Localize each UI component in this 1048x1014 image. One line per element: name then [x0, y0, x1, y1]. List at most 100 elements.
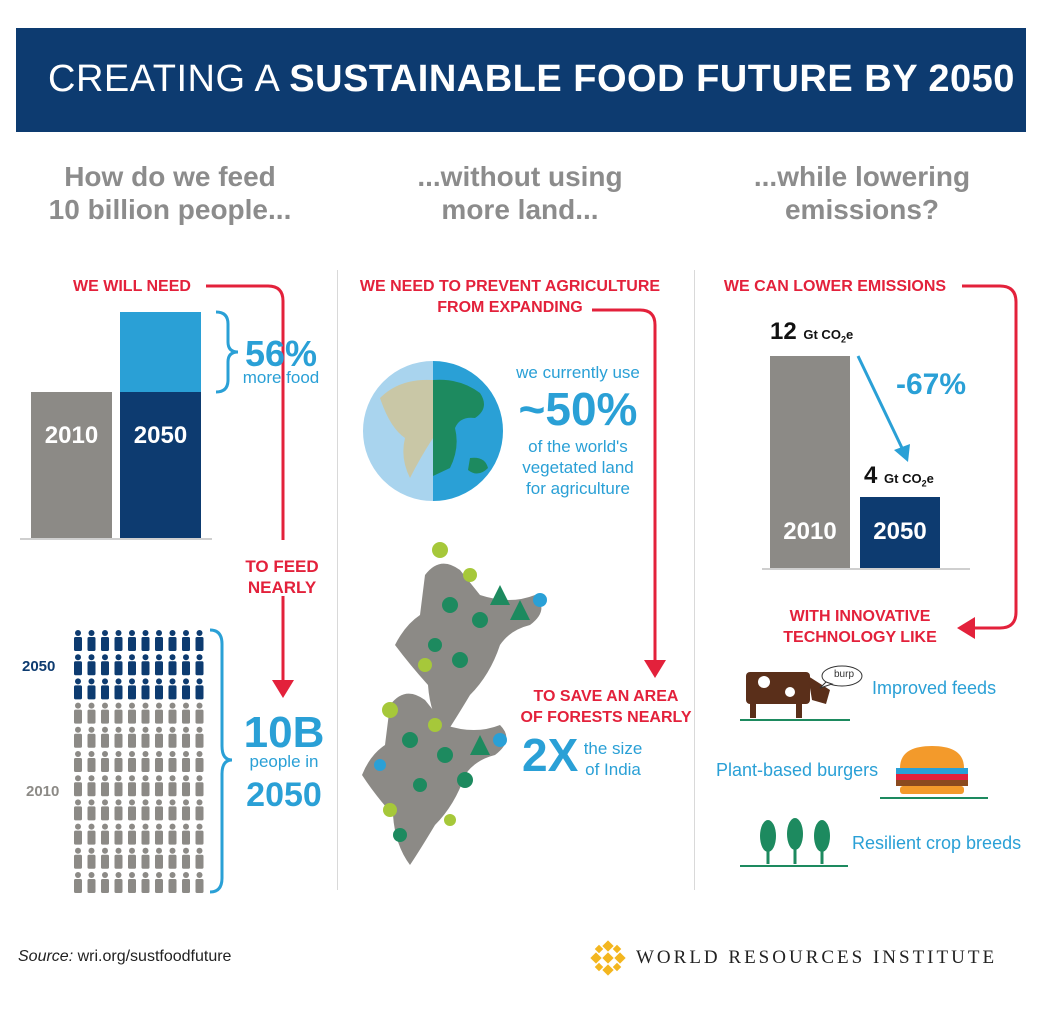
person-icon [101, 872, 109, 893]
person-icon [74, 702, 82, 724]
people-2050-label: 2050 [22, 658, 56, 675]
person-icon [114, 630, 123, 651]
person-icon [101, 630, 109, 651]
person-icon [101, 678, 109, 700]
person-icon [168, 702, 177, 724]
ten-billion-year: 2050 [246, 776, 322, 814]
person-icon [168, 775, 177, 797]
org-name: WORLD RESOURCES INSTITUTE [636, 947, 998, 968]
wri-logo-icon [590, 940, 626, 976]
person-icon [195, 702, 204, 724]
food-bar-2050 [120, 392, 201, 538]
person-icon [101, 847, 109, 869]
person-icon [74, 823, 82, 845]
land-use-desc: of the world's vegetated land for agricult… [522, 437, 634, 498]
innovative-technology-label: WITH INNOVATIVE TECHNOLOGY LIKE [783, 608, 937, 646]
person-icon [114, 823, 123, 845]
person-icon [195, 823, 204, 845]
person-icon [141, 799, 150, 821]
forest-multiplier-label: the size of India [583, 739, 643, 779]
person-icon [87, 799, 96, 821]
we-will-need-label: WE WILL NEED [73, 278, 191, 295]
person-icon [141, 872, 150, 893]
emissions-bar-2050 [860, 497, 940, 568]
wheat-icon [740, 818, 848, 867]
person-icon [141, 847, 150, 869]
prevent-expansion-label: WE NEED TO PREVENT AGRICULTURE FROM EXPAN… [359, 278, 661, 316]
emissions-bar-2010-label: 2010 [783, 518, 837, 545]
food-bar-2010 [31, 392, 112, 538]
person-icon [74, 630, 82, 651]
person-icon [168, 799, 177, 821]
save-forests-label: TO SAVE AN AREA OF FORESTS NEARLY [520, 688, 692, 726]
person-icon [128, 726, 136, 748]
emissions-bar-2010 [770, 356, 850, 568]
person-icon [87, 630, 96, 651]
person-icon [141, 630, 150, 651]
brace-icon [215, 310, 239, 394]
baseline [762, 568, 970, 570]
person-icon [87, 775, 96, 797]
person-icon [114, 678, 123, 700]
person-icon [114, 799, 123, 821]
person-icon [141, 678, 150, 700]
food-bar-2010-label: 2010 [44, 422, 99, 449]
person-icon [155, 799, 163, 821]
person-icon [128, 654, 136, 676]
person-icon [114, 775, 123, 797]
ten-billion-label: people in [249, 752, 319, 771]
tech-resilient-crops: Resilient crop breeds [852, 833, 1022, 853]
question-emissions: ...while lowering emissions? [753, 161, 971, 225]
person-icon [182, 654, 190, 676]
food-percent-label: more food [242, 368, 320, 387]
person-icon [182, 678, 190, 700]
emissions-2050-value: 4 Gt CO2e [864, 462, 934, 489]
page-title: CREATING A SUSTAINABLE FOOD FUTURE BY 20… [48, 58, 1015, 100]
land-use-percent: ~50% [518, 383, 638, 435]
person-icon [182, 726, 190, 748]
person-icon [128, 702, 136, 724]
food-percent: 56% [244, 333, 318, 374]
person-icon [87, 702, 96, 724]
person-icon [182, 872, 190, 893]
person-icon [155, 630, 163, 651]
emissions-reduction-percent: -67% [896, 368, 967, 401]
person-icon [168, 678, 177, 700]
person-icon [114, 847, 123, 869]
tech-improved-feeds: Improved feeds [872, 678, 997, 698]
person-icon [168, 630, 177, 651]
baseline [20, 538, 212, 540]
person-icon [155, 775, 163, 797]
person-icon [155, 702, 163, 724]
person-icon [101, 823, 109, 845]
person-icon [182, 799, 190, 821]
person-icon [168, 654, 177, 676]
person-icon [195, 775, 204, 797]
person-icon [155, 823, 163, 845]
person-icon [141, 726, 150, 748]
person-icon [74, 872, 82, 893]
person-icon [87, 751, 96, 772]
person-icon [128, 751, 136, 772]
person-icon [101, 775, 109, 797]
question-land: ...without using more land... [417, 161, 623, 225]
speech-bubble-icon [819, 665, 863, 689]
person-icon [74, 678, 82, 700]
lower-emissions-label: WE CAN LOWER EMISSIONS [723, 278, 947, 295]
person-icon [141, 823, 150, 845]
emissions-2010-value: 12 Gt CO2e [770, 318, 854, 345]
person-icon [128, 799, 136, 821]
people-2010-label: 2010 [26, 783, 60, 800]
tech-plant-based-burgers: Plant-based burgers [716, 760, 879, 780]
use-label: we currently use [516, 363, 640, 382]
burger-icon [880, 746, 988, 799]
source-text: Source: wri.org/sustfoodfuture [18, 948, 232, 965]
person-icon [114, 654, 123, 676]
emissions-bar-2050-label: 2050 [873, 518, 927, 545]
person-icon [155, 872, 163, 893]
person-icon [182, 847, 190, 869]
person-icon [87, 726, 96, 748]
